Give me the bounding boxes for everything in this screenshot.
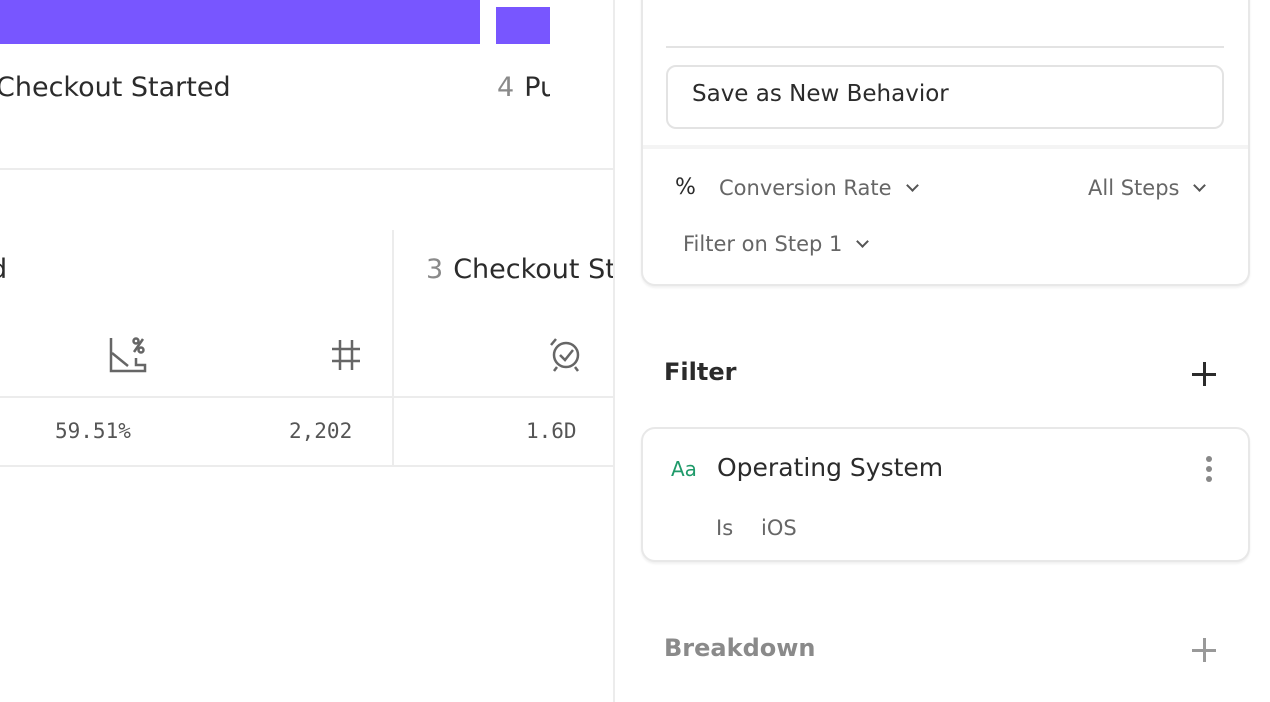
metric-card: Save as New Behavior % Conversion Rate A… <box>641 0 1250 286</box>
conversion-rate-value: 59.51% <box>55 419 131 443</box>
divider <box>0 396 613 398</box>
more-options-icon[interactable] <box>1206 456 1212 482</box>
section-divider <box>643 145 1248 149</box>
filter-value[interactable]: iOS <box>761 516 797 540</box>
step-name: Checkout Started <box>0 72 231 103</box>
funnel-bar-step-2[interactable] <box>0 0 480 44</box>
add-filter-button[interactable] <box>1191 361 1217 387</box>
filter-step-label: Filter on Step 1 <box>683 232 843 256</box>
funnel-bar-step-4[interactable] <box>496 7 550 44</box>
hash-icon[interactable] <box>330 338 362 372</box>
metric-label: Conversion Rate <box>719 176 892 200</box>
column-divider <box>392 230 394 466</box>
steps-dropdown[interactable]: All Steps <box>1088 176 1207 200</box>
chevron-down-icon <box>905 179 919 192</box>
step-name: Checkout Started <box>453 254 615 285</box>
percent-icon: % <box>675 175 696 200</box>
divider <box>0 465 613 467</box>
time-to-convert-icon[interactable] <box>548 336 584 372</box>
conversion-percent-icon[interactable] <box>108 336 148 374</box>
metric-dropdown[interactable]: Conversion Rate <box>719 176 919 200</box>
table-header-step-2: d <box>0 254 7 285</box>
step-number: 3 <box>426 254 444 285</box>
filter-operator[interactable]: Is <box>716 516 734 540</box>
step-number: 4 <box>497 72 515 103</box>
chevron-down-icon <box>856 235 870 248</box>
breakdown-section-title: Breakdown <box>664 634 816 662</box>
step-name: Purchase <box>524 72 550 103</box>
filter-item-card[interactable]: Aa Operating System Is iOS <box>641 427 1250 562</box>
filter-property[interactable]: Operating System <box>717 453 944 482</box>
funnel-chart-area: Checkout Started 4 Purchase d 3 Checkout S… <box>0 0 615 702</box>
step-label: Checkout Started <box>0 72 231 103</box>
table-header-step-3: 3 Checkout Started <box>426 254 615 285</box>
add-breakdown-button[interactable] <box>1191 637 1217 663</box>
divider <box>666 46 1224 48</box>
count-value: 2,202 <box>289 419 353 443</box>
string-type-icon: Aa <box>671 457 697 481</box>
divider <box>0 168 613 170</box>
filter-step-dropdown[interactable]: Filter on Step 1 <box>683 232 870 256</box>
chevron-down-icon <box>1193 179 1207 192</box>
save-as-new-behavior-button[interactable]: Save as New Behavior <box>666 65 1224 129</box>
step-label-4: 4 Purchase <box>497 72 550 103</box>
time-to-convert-value: 1.6D <box>526 419 577 443</box>
filter-section-title: Filter <box>664 358 737 386</box>
steps-label: All Steps <box>1088 176 1180 200</box>
